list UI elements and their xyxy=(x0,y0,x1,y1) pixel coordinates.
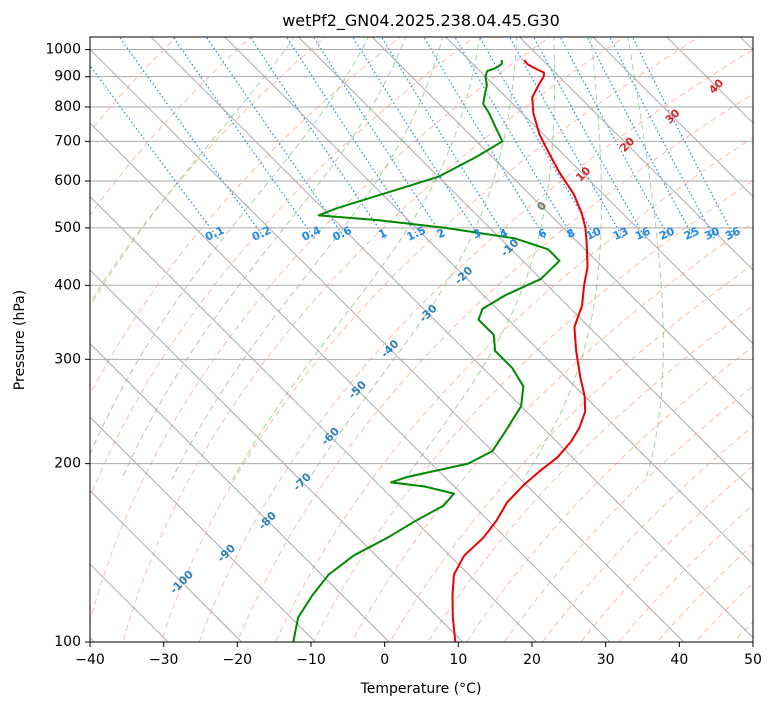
y-tick-label: 600 xyxy=(54,173,81,189)
mixing-ratio-label: 25 xyxy=(682,225,701,243)
mixing-ratio-label: 13 xyxy=(611,225,630,243)
mixing-ratio-line xyxy=(533,37,646,239)
dry-adiabat-line xyxy=(236,93,753,642)
y-tick-label: 700 xyxy=(54,133,81,149)
dry-adiabat-line xyxy=(389,263,753,642)
mixing-ratio-label: 30 xyxy=(702,224,722,242)
x-tick-label: 0 xyxy=(380,652,389,668)
mixing-ratio-line xyxy=(559,37,671,239)
dry-adiabat-line xyxy=(465,345,753,642)
moist-adiabat-line xyxy=(404,37,556,480)
dewpoint-line xyxy=(292,59,561,642)
moist-adiabat-line xyxy=(232,37,481,480)
mixing-ratio-line xyxy=(118,37,266,239)
series-group xyxy=(292,59,589,642)
mixing-ratio-label: 10 xyxy=(584,224,604,242)
isotherm-line xyxy=(445,37,753,345)
mixing-ratio-line xyxy=(352,37,481,239)
y-tick-label: 400 xyxy=(54,277,81,293)
mixing-ratio-label: 36 xyxy=(723,224,743,242)
dry-adiabat-line xyxy=(618,504,753,642)
x-axis-label: Temperature (°C) xyxy=(360,681,482,697)
mixing-ratio-line xyxy=(285,37,420,239)
chart-title: wetPf2_GN04.2025.238.04.45.G30 xyxy=(282,11,560,31)
x-tick-label: 40 xyxy=(670,652,688,668)
isotherm-line xyxy=(518,37,753,271)
moist-adiabat-line xyxy=(90,37,369,456)
mixing-ratio-line xyxy=(249,37,387,239)
isotherm-line xyxy=(150,37,753,639)
background-lines xyxy=(90,37,753,642)
x-tick-label: 30 xyxy=(597,652,615,668)
isotherm-line xyxy=(90,48,685,642)
dry-adiabat-line xyxy=(427,305,753,642)
x-tick-label: −40 xyxy=(75,652,105,668)
mixing-ratio-line xyxy=(205,37,346,239)
isotherm-line xyxy=(90,122,611,642)
dry-adiabat-line xyxy=(656,543,753,642)
x-tick-label: 50 xyxy=(744,652,762,668)
isotherm-line xyxy=(592,37,753,198)
x-tick-label: −20 xyxy=(223,652,253,668)
moist-adiabat-line xyxy=(171,37,444,480)
dry-adiabat-line xyxy=(90,37,327,304)
y-tick-label: 800 xyxy=(54,99,81,115)
y-tick-label: 300 xyxy=(54,351,81,367)
isotherm-line xyxy=(90,342,390,642)
isotherm-line xyxy=(297,37,753,492)
x-tick-label: −30 xyxy=(149,652,179,668)
axes-group: −40 −30 −20 −10 0 10 20 30 40 50 100 200 300 400 500 60… xyxy=(45,42,762,668)
y-tick-label: 900 xyxy=(54,69,81,85)
isotherm-line xyxy=(371,37,753,418)
isotherm-line xyxy=(90,269,464,642)
dry-adiabat-line xyxy=(90,37,252,217)
dry-adiabat-line xyxy=(90,37,402,396)
x-tick-label: 10 xyxy=(449,652,467,668)
mixing-ratio-line xyxy=(312,37,445,239)
dry-adiabat-line xyxy=(90,37,476,499)
isotherm-line xyxy=(224,37,753,565)
temperature-line xyxy=(451,59,589,642)
dry-adiabat-line xyxy=(90,37,551,624)
dry-adiabat-line xyxy=(198,48,753,642)
isotherm-line xyxy=(90,195,538,642)
dry-adiabat-line xyxy=(503,385,753,642)
moist-adiabat-line xyxy=(90,37,295,307)
isotherm-line xyxy=(90,416,317,642)
y-axis-label: Pressure (hPa) xyxy=(12,290,28,390)
x-tick-label: −10 xyxy=(296,652,326,668)
mixing-ratio-line xyxy=(454,37,575,239)
x-tick-label: 20 xyxy=(523,652,541,668)
y-tick-label: 1000 xyxy=(45,42,81,58)
mixing-ratio-label: 16 xyxy=(633,224,653,242)
y-tick-label: 200 xyxy=(54,456,81,472)
moist-adiabat-line xyxy=(121,37,407,480)
mixing-ratio-line xyxy=(479,37,597,239)
y-tick-label: 100 xyxy=(54,634,81,650)
dry-adiabat-line xyxy=(122,37,626,642)
moist-adiabat-line xyxy=(627,37,664,480)
isotherm-line xyxy=(90,489,243,642)
mixing-ratio-label: 20 xyxy=(657,224,677,242)
dry-adiabat-line xyxy=(351,222,753,642)
mixing-ratio-line xyxy=(172,37,316,239)
plot-frame xyxy=(89,36,754,643)
moist-adiabat-line xyxy=(308,37,518,480)
dry-adiabat-line xyxy=(160,37,701,642)
y-tick-label: 500 xyxy=(54,220,81,236)
mixing-ratio-line xyxy=(508,37,624,239)
